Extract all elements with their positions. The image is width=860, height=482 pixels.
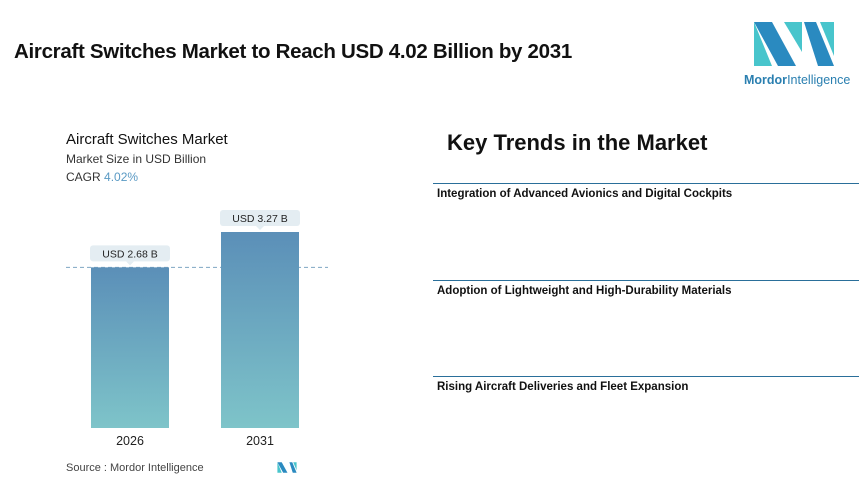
data-label-bg: [220, 210, 300, 226]
mordor-intelligence-logo: MordorIntelligence: [744, 22, 850, 87]
source-logo-icon: [277, 462, 297, 473]
logo-mark-icon: [754, 22, 834, 66]
logo-suffix: Intelligence: [787, 73, 851, 87]
trend-item: Adoption of Lightweight and High-Durabil…: [433, 280, 859, 297]
data-label-bg: [90, 245, 170, 262]
cagr: CAGR 4.02%: [66, 170, 138, 184]
page-title: Aircraft Switches Market to Reach USD 4.…: [14, 40, 572, 63]
logo-brand: Mordor: [744, 73, 788, 87]
data-label: USD 3.27 B: [232, 213, 287, 225]
data-label: USD 2.68 B: [102, 248, 157, 260]
bar-chart: USD 2.68 B 2026 USD 3.27 B 2031: [66, 210, 328, 448]
cagr-label: CAGR: [66, 170, 101, 184]
trend-item: Rising Aircraft Deliveries and Fleet Exp…: [433, 376, 859, 393]
x-tick-label: 2026: [116, 434, 144, 448]
data-label-pointer: [256, 226, 264, 230]
chart-title: Aircraft Switches Market: [66, 131, 228, 148]
x-tick-label: 2031: [246, 434, 274, 448]
bar-2026: [91, 267, 169, 428]
data-label-pointer: [126, 261, 134, 266]
source-note: Source : Mordor Intelligence: [66, 462, 204, 474]
bar-2031: [221, 232, 299, 428]
chart-subtitle: Market Size in USD Billion: [66, 152, 207, 166]
key-trends-heading: Key Trends in the Market: [447, 130, 708, 155]
trend-item: Integration of Advanced Avionics and Dig…: [433, 183, 859, 200]
cagr-value: 4.02%: [104, 170, 139, 184]
